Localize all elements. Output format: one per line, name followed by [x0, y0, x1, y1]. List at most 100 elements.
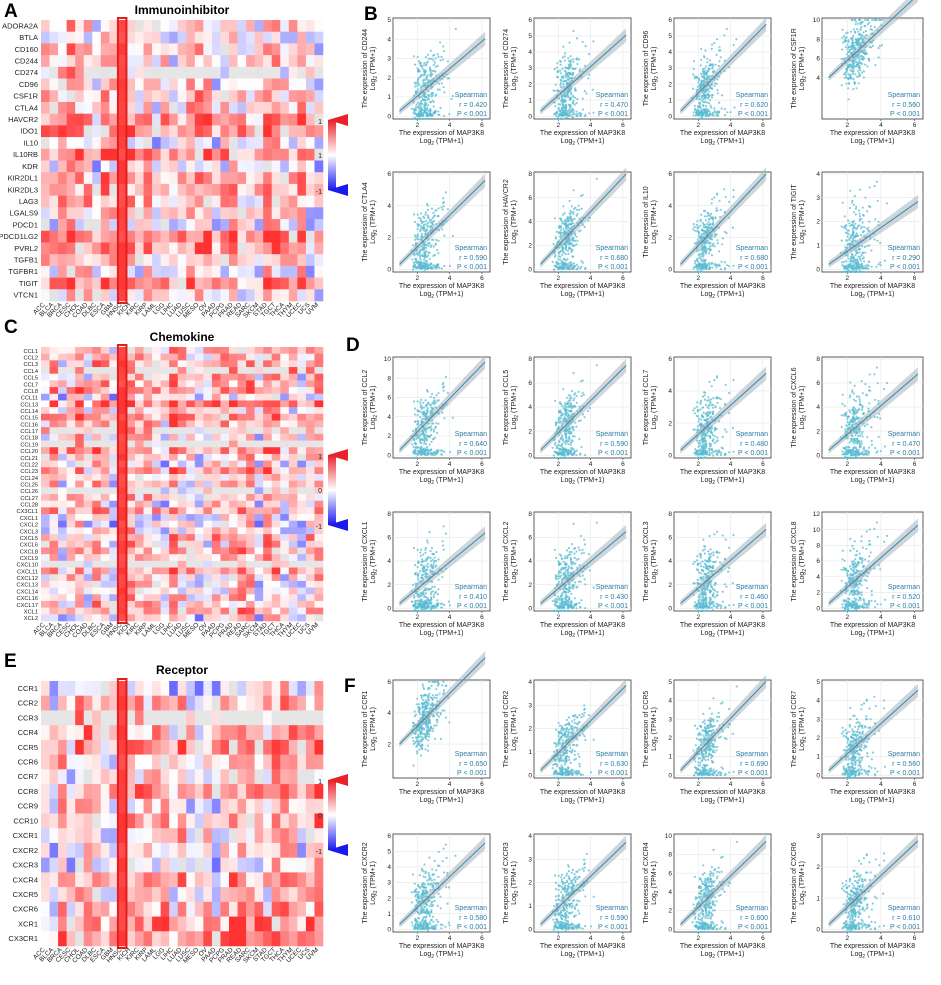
data-point — [430, 68, 432, 70]
data-point — [413, 254, 415, 256]
heatmap-cell — [118, 601, 127, 608]
heatmap-cell — [101, 725, 110, 740]
heatmap-cell — [246, 917, 255, 932]
heatmap-row-label: CX3CL1 — [17, 509, 38, 515]
heatmap-row-label: CD96 — [19, 80, 38, 89]
heatmap-cell — [255, 207, 264, 219]
heatmap-cell — [58, 231, 67, 243]
heatmap-cell — [272, 43, 281, 55]
heatmap-cell — [169, 172, 178, 184]
heatmap-cell — [75, 467, 84, 474]
heatmap-cell — [263, 828, 272, 843]
x-axis-unit-log: Log — [561, 138, 573, 145]
heatmap-cell — [75, 137, 84, 149]
heatmap-cell — [280, 278, 289, 290]
heatmap-cell — [297, 32, 306, 44]
data-point — [425, 64, 427, 66]
heatmap-cell — [75, 149, 84, 161]
heatmap-cell — [50, 534, 59, 541]
heatmap-cell — [229, 161, 238, 173]
heatmap-cell — [280, 43, 289, 55]
heatmap-cell — [67, 454, 76, 461]
heatmap-cell — [195, 521, 204, 528]
heatmap-cell — [135, 467, 144, 474]
heatmap-cell — [161, 55, 170, 67]
heatmap-cell — [314, 755, 323, 770]
heatmap-cell — [58, 608, 67, 615]
heatmap-cell — [195, 588, 204, 595]
heatmap-cell — [50, 461, 59, 468]
heatmap-cell — [84, 534, 93, 541]
heatmap-cell — [101, 254, 110, 266]
heatmap-cell — [118, 521, 127, 528]
heatmap-cell — [280, 608, 289, 615]
heatmap-cell — [297, 581, 306, 588]
heatmap-cell — [255, 184, 264, 196]
data-point — [569, 62, 571, 64]
heatmap-row-label: CCL14 — [20, 409, 38, 415]
heatmap-cell — [212, 494, 221, 501]
heatmap-cell — [306, 207, 315, 219]
heatmap-cell — [297, 114, 306, 126]
heatmap-cell — [144, 608, 153, 615]
heatmap-cell — [135, 561, 144, 568]
data-point — [424, 251, 426, 253]
heatmap-cell — [41, 20, 50, 32]
heatmap-cell — [280, 231, 289, 243]
heatmap-cell — [41, 858, 50, 873]
heatmap-cell — [280, 219, 289, 231]
heatmap-cell — [67, 354, 76, 361]
data-point — [697, 105, 699, 107]
heatmap-cell — [169, 828, 178, 843]
heatmap-cell — [229, 755, 238, 770]
heatmap-cell — [272, 172, 281, 184]
data-point — [561, 76, 563, 78]
heatmap-cell — [203, 494, 212, 501]
heatmap-cell — [109, 527, 118, 534]
heatmap-cell — [135, 601, 144, 608]
heatmap-cell — [101, 561, 110, 568]
data-point — [422, 84, 424, 86]
heatmap-cell — [92, 367, 101, 374]
heatmap-cell — [41, 541, 50, 548]
heatmap-cell — [92, 541, 101, 548]
heatmap-cell — [126, 581, 135, 588]
heatmap-cell — [186, 858, 195, 873]
data-point — [855, 87, 857, 89]
heatmap-cell — [220, 161, 229, 173]
heatmap-cell — [220, 347, 229, 354]
data-point — [562, 114, 564, 116]
heatmap-cell — [67, 231, 76, 243]
tick-label-x: 6 — [621, 275, 625, 282]
heatmap-cell — [272, 387, 281, 394]
heatmap-row-label: CD160 — [15, 45, 38, 54]
heatmap-cell — [255, 242, 264, 254]
heatmap-cell — [314, 574, 323, 581]
stat-r-value: r = 0.560 — [892, 102, 920, 109]
data-point — [571, 268, 573, 270]
heatmap-cell — [75, 614, 84, 621]
heatmap-cell — [186, 507, 195, 514]
heatmap-cell — [280, 554, 289, 561]
heatmap-cell — [220, 521, 229, 528]
heatmap-cell — [178, 441, 187, 448]
heatmap-cell — [186, 467, 195, 474]
heatmap-cell — [195, 219, 204, 231]
heatmap-cell — [84, 394, 93, 401]
heatmap-cell — [41, 561, 50, 568]
heatmap-cell — [75, 266, 84, 278]
heatmap-cell — [109, 681, 118, 696]
data-point — [846, 68, 848, 70]
heatmap-cell — [92, 32, 101, 44]
heatmap-cell — [101, 20, 110, 32]
heatmap-cell — [246, 514, 255, 521]
heatmap-cell — [314, 581, 323, 588]
heatmap-cell — [144, 102, 153, 114]
heatmap-cell — [84, 614, 93, 621]
data-point — [869, 28, 871, 30]
y-axis-unit-rest: (TPM+1) — [651, 47, 658, 76]
heatmap-cell — [101, 527, 110, 534]
heatmap-cell — [58, 43, 67, 55]
heatmap-cell — [203, 594, 212, 601]
heatmap-cell — [203, 125, 212, 137]
